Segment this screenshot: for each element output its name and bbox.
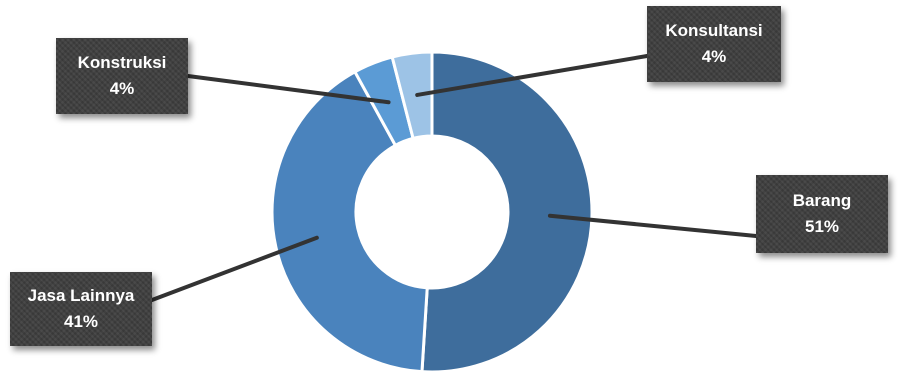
data-label-percent: 4% [701,47,727,66]
donut-slice-barang [420,50,594,374]
data-label-konsultansi: Konsultansi 4% [647,6,781,82]
data-label-category: Jasa Lainnya [27,286,135,305]
data-label-barang: Barang 51% [756,175,888,253]
data-label-category: Konsultansi [665,21,763,40]
data-label-percent: 41% [63,312,99,331]
data-label-konstruksi: Konstruksi 4% [56,38,188,114]
leader-line-jasa-lainnya [150,235,319,302]
data-label-jasa-lainnya: Jasa Lainnya 41% [10,272,152,346]
donut-slice-konsultansi [390,50,434,141]
leader-line-konstruksi [186,74,391,105]
data-label-category: Konstruksi [77,53,167,72]
data-label-percent: 51% [804,217,840,236]
slices-layer [270,50,594,374]
donut-slice-jasa-lainnya [270,69,429,374]
data-label-percent: 4% [109,79,135,98]
leader-lines-layer [150,54,758,302]
leader-line-barang [547,213,758,238]
data-label-category: Barang [792,191,852,210]
leader-line-konsultansi [415,54,649,97]
